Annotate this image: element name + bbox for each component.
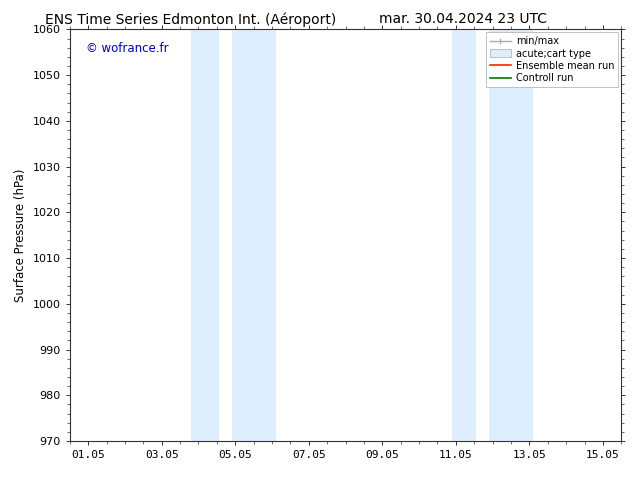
Y-axis label: Surface Pressure (hPa): Surface Pressure (hPa) — [14, 169, 27, 302]
Bar — [231, 29, 276, 441]
Bar — [489, 29, 533, 441]
Bar — [452, 29, 476, 441]
Text: © wofrance.fr: © wofrance.fr — [86, 42, 169, 55]
Legend: min/max, acute;cart type, Ensemble mean run, Controll run: min/max, acute;cart type, Ensemble mean … — [486, 32, 618, 87]
Bar — [191, 29, 219, 441]
Text: mar. 30.04.2024 23 UTC: mar. 30.04.2024 23 UTC — [379, 12, 547, 26]
Text: ENS Time Series Edmonton Int. (Aéroport): ENS Time Series Edmonton Int. (Aéroport) — [44, 12, 336, 27]
